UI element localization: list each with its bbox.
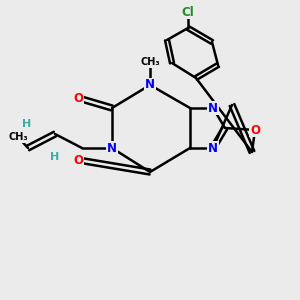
Text: N: N bbox=[145, 79, 155, 92]
Text: Cl: Cl bbox=[182, 5, 194, 19]
Text: O: O bbox=[73, 92, 83, 104]
Text: N: N bbox=[107, 142, 117, 154]
Text: O: O bbox=[250, 124, 260, 136]
Text: N: N bbox=[208, 101, 218, 115]
Text: H: H bbox=[22, 119, 32, 129]
Text: CH₃: CH₃ bbox=[8, 132, 28, 142]
Text: O: O bbox=[73, 154, 83, 166]
Text: CH₃: CH₃ bbox=[140, 57, 160, 67]
Text: N: N bbox=[208, 142, 218, 154]
Text: H: H bbox=[50, 152, 60, 162]
